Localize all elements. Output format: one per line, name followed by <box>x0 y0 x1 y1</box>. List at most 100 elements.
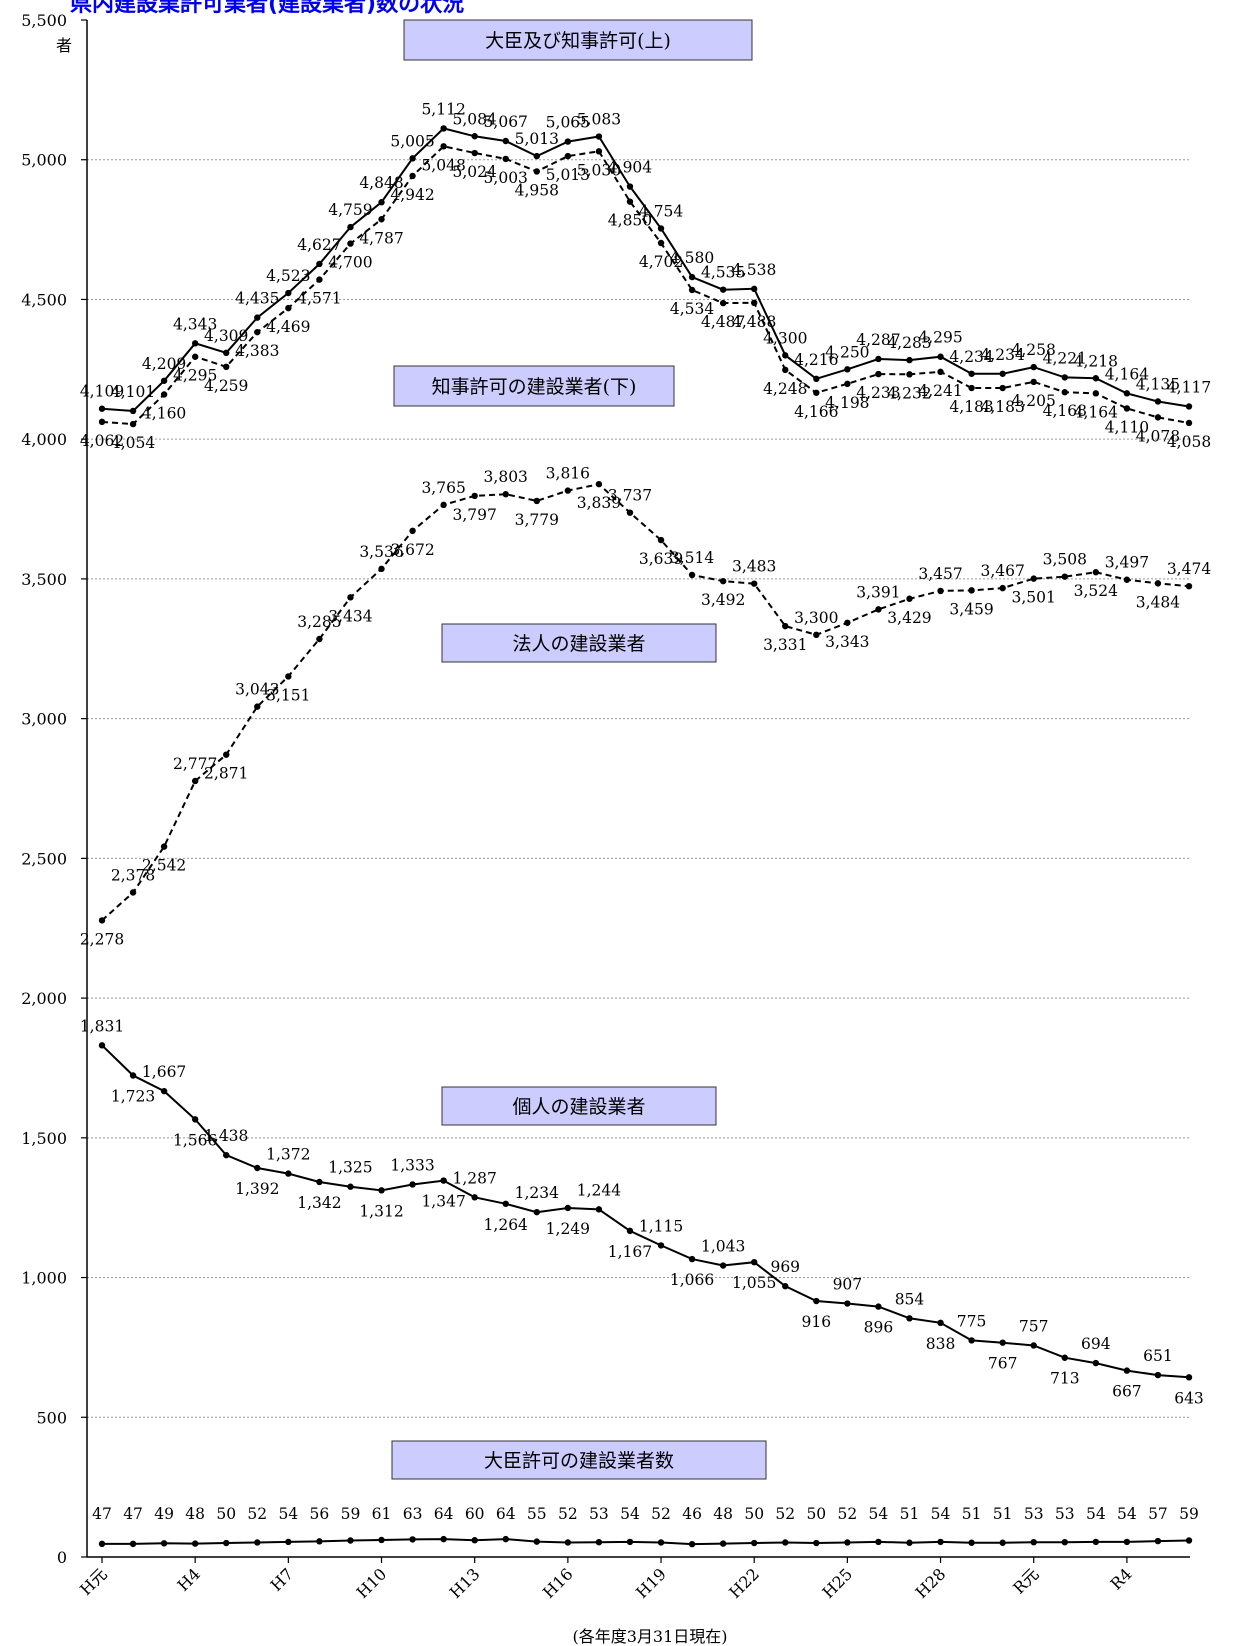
data-point <box>1123 390 1131 397</box>
data-label: 3,803 <box>484 468 528 486</box>
x-tick-label: H22 <box>725 1564 763 1602</box>
data-point <box>999 1339 1006 1346</box>
data-point <box>129 407 137 415</box>
data-label: 3,300 <box>794 609 838 627</box>
x-tick-label: R元 <box>1009 1564 1042 1597</box>
data-label: 5,048 <box>421 156 465 174</box>
data-point <box>813 389 820 396</box>
data-point <box>1030 363 1037 371</box>
data-point <box>409 1181 416 1188</box>
data-point <box>223 1151 230 1159</box>
data-label: 3,779 <box>515 511 559 529</box>
data-point <box>813 1539 820 1547</box>
data-label: 2,378 <box>111 866 155 884</box>
data-point <box>378 1187 385 1194</box>
data-label: 3,483 <box>732 558 776 576</box>
data-label: 854 <box>895 1290 925 1308</box>
data-point <box>1185 403 1193 410</box>
data-point <box>1154 414 1162 421</box>
data-point <box>160 1087 168 1095</box>
data-label: 3,467 <box>980 562 1024 580</box>
data-label: 3,285 <box>297 613 341 631</box>
data-point <box>626 1538 634 1546</box>
data-point <box>813 1297 820 1305</box>
data-point <box>502 491 509 498</box>
data-label: 4,850 <box>608 212 652 230</box>
data-label: 4,702 <box>639 253 683 271</box>
data-label: 3,536 <box>359 543 403 561</box>
data-point <box>875 355 882 363</box>
data-point <box>285 1538 292 1546</box>
data-label: 3,391 <box>856 583 900 601</box>
data-label: 3,737 <box>608 487 652 505</box>
data-label: 4,787 <box>359 229 403 247</box>
data-point <box>409 155 416 162</box>
data-point <box>316 635 323 643</box>
data-point <box>968 384 975 392</box>
data-point <box>968 370 975 377</box>
data-point <box>285 304 292 312</box>
data-label: 4,469 <box>266 318 310 336</box>
data-label: 4,216 <box>794 351 838 369</box>
data-label: 1,167 <box>608 1243 652 1261</box>
data-point <box>471 1537 478 1544</box>
data-point <box>191 777 199 785</box>
data-point <box>160 843 168 850</box>
data-label: 5,067 <box>484 113 528 131</box>
series-name-label: 個人の建設業者 <box>512 1096 645 1118</box>
data-point <box>1154 1537 1162 1545</box>
data-label: 4,248 <box>763 380 807 398</box>
data-point <box>1061 389 1068 396</box>
data-label: 1,566 <box>173 1131 217 1149</box>
data-label: 61 <box>372 1505 392 1523</box>
series-line-4 <box>101 1044 1190 1379</box>
data-label: 55 <box>527 1505 547 1523</box>
data-label: 4,109 <box>80 383 124 401</box>
data-point <box>502 1535 509 1543</box>
data-point <box>719 1540 727 1547</box>
data-label: 60 <box>465 1505 485 1523</box>
data-point <box>657 239 665 247</box>
data-label: 4,205 <box>1012 392 1056 410</box>
data-label: 3,457 <box>918 565 962 583</box>
data-label: 4,198 <box>825 394 869 412</box>
data-label: 3,765 <box>421 479 465 497</box>
data-label: 3,043 <box>235 681 279 699</box>
data-label: 3,524 <box>1074 582 1119 600</box>
data-label: 1,392 <box>235 1180 279 1198</box>
data-label: 57 <box>1148 1505 1168 1523</box>
data-point <box>191 1540 199 1547</box>
data-point <box>98 418 106 426</box>
data-label: 54 <box>1086 1505 1106 1523</box>
data-point <box>1123 1367 1131 1374</box>
data-point <box>347 1183 354 1190</box>
data-label: 4,218 <box>1074 352 1118 370</box>
data-label: 49 <box>154 1505 174 1523</box>
data-point <box>409 527 416 535</box>
data-point <box>129 420 137 428</box>
y-tick-label: 3,500 <box>21 570 67 589</box>
data-label: 4,062 <box>80 432 124 450</box>
data-label: 643 <box>1174 1389 1204 1407</box>
data-point <box>316 1178 323 1186</box>
data-point <box>1123 405 1131 412</box>
y-tick-label: 3,000 <box>21 710 67 729</box>
data-label: 4,534 <box>670 300 715 318</box>
data-label: 52 <box>838 1505 858 1523</box>
y-tick-label: 500 <box>36 1408 67 1427</box>
data-label: 1,055 <box>732 1274 776 1292</box>
data-point <box>1092 390 1100 397</box>
data-point <box>999 370 1006 377</box>
data-label: 3,816 <box>546 465 590 483</box>
data-point <box>813 631 820 638</box>
data-point <box>98 405 106 412</box>
data-label: 1,325 <box>328 1159 372 1177</box>
data-label: 4,300 <box>763 329 807 347</box>
data-label: 969 <box>770 1258 800 1276</box>
data-point <box>471 149 478 157</box>
data-point <box>378 565 385 573</box>
data-point <box>813 375 820 383</box>
data-label: 4,168 <box>1043 402 1087 420</box>
data-point <box>191 340 199 347</box>
y-tick-label: 4,500 <box>21 290 67 309</box>
